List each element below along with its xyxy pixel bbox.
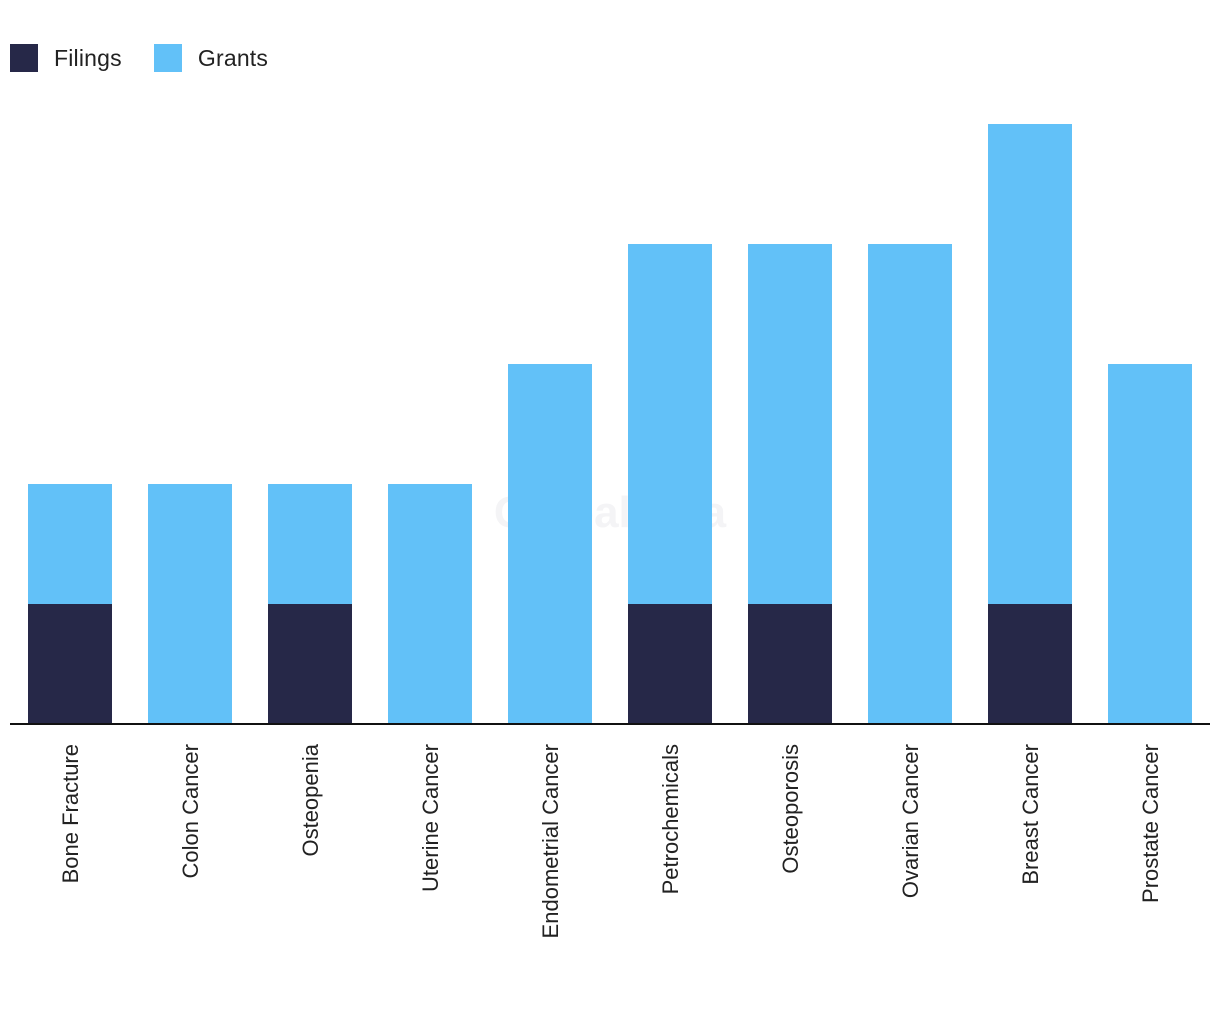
bar-grants-colon-cancer <box>148 484 232 724</box>
category-label-endometrial-cancer: Endometrial Cancer <box>538 744 563 938</box>
bar-grants-ovarian-cancer <box>868 244 952 724</box>
legend-item-filings: Filings <box>10 44 122 72</box>
bar-grants-osteopenia <box>268 484 352 604</box>
category-labels: Bone Fracture Colon Cancer Osteopenia Uteri… <box>58 743 1163 938</box>
category-label-breast-cancer: Breast Cancer <box>1018 744 1043 885</box>
legend-swatch-filings <box>10 44 38 72</box>
legend-item-grants: Grants <box>153 44 269 72</box>
bar-grants-bone-fracture <box>28 484 112 604</box>
category-label-petrochemicals: Petrochemicals <box>658 744 683 894</box>
legend-label-filings: Filings <box>54 44 122 71</box>
bar-grants-breast-cancer <box>988 124 1072 604</box>
category-label-osteoporosis: Osteoporosis <box>778 744 803 874</box>
category-label-bone-fracture: Bone Fracture <box>58 744 83 883</box>
legend: Filings Grants <box>10 44 300 72</box>
bar-filings-breast-cancer <box>988 604 1072 724</box>
bar-grants-endometrial-cancer <box>508 364 592 724</box>
bar-grants-petrochemicals <box>628 244 712 604</box>
category-label-colon-cancer: Colon Cancer <box>178 744 203 879</box>
bar-filings-osteoporosis <box>748 604 832 724</box>
bar-filings-bone-fracture <box>28 604 112 724</box>
category-label-prostate-cancer: Prostate Cancer <box>1138 744 1163 903</box>
bars-group <box>28 124 1192 724</box>
bar-filings-petrochemicals <box>628 604 712 724</box>
legend-label-grants: Grants <box>197 44 269 71</box>
category-label-ovarian-cancer: Ovarian Cancer <box>898 744 923 898</box>
legend-swatch-grants <box>153 44 182 72</box>
bar-grants-uterine-cancer <box>388 484 472 724</box>
bar-grants-osteoporosis <box>748 244 832 604</box>
bar-grants-prostate-cancer <box>1108 364 1192 724</box>
category-label-uterine-cancer: Uterine Cancer <box>418 744 443 892</box>
category-label-osteopenia: Osteopenia <box>298 743 323 856</box>
bar-filings-osteopenia <box>268 604 352 724</box>
